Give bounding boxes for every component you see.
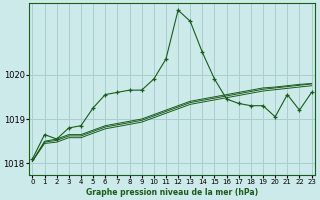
X-axis label: Graphe pression niveau de la mer (hPa): Graphe pression niveau de la mer (hPa) bbox=[86, 188, 258, 197]
